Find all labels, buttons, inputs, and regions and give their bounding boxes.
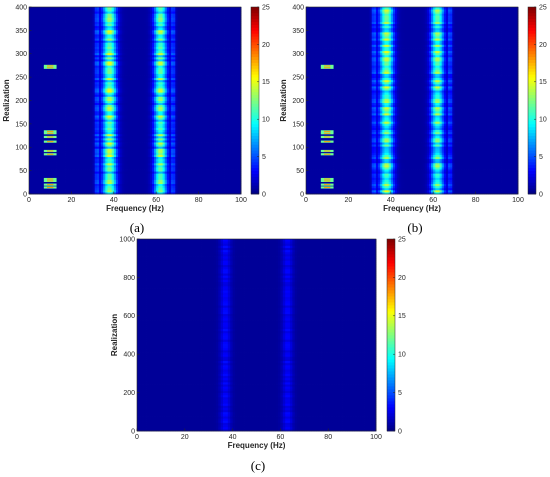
heatmap-image xyxy=(29,7,241,194)
panel-a: 0 20 40 60 80 100050100150200250300350400Freq… xyxy=(2,4,270,235)
